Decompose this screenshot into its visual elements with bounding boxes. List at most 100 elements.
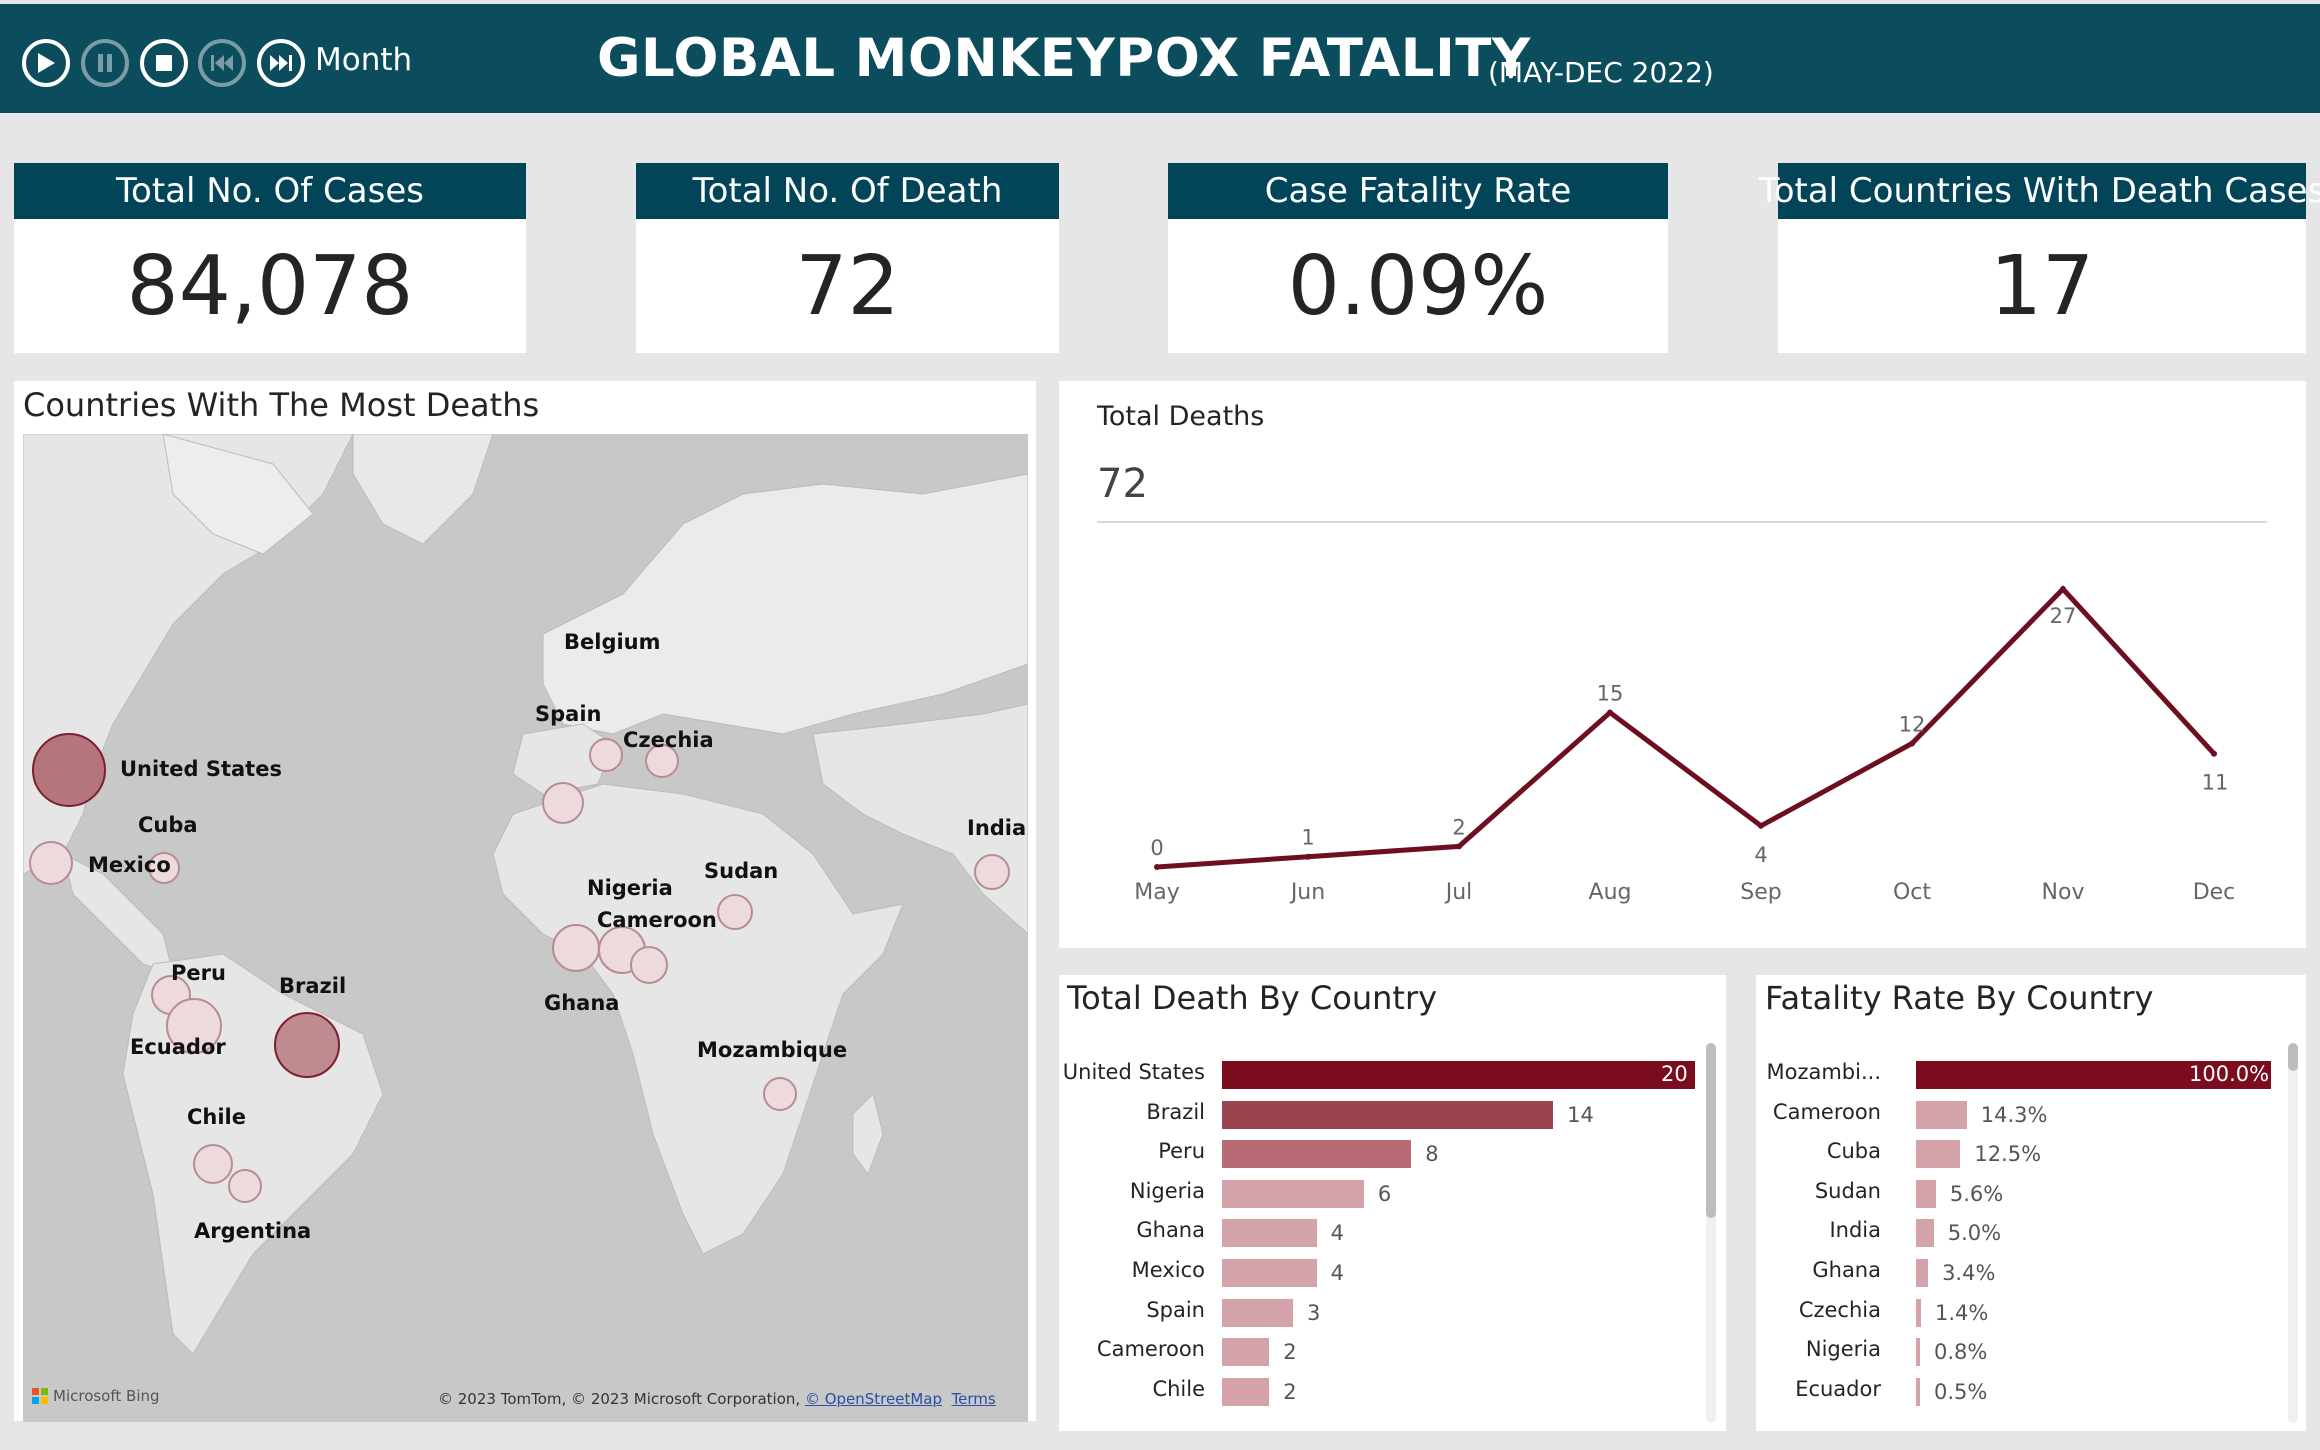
death-by-country-row[interactable]: United States 20 bbox=[1059, 1059, 1726, 1089]
map-bubble-brazil[interactable] bbox=[274, 1012, 340, 1078]
line-chart[interactable]: 0 May 1 Jun 2 Jul 15 Aug 4 Sep 12 Oct 27 Nov 11 Dec bbox=[1059, 381, 2306, 948]
fatality-rate-bar[interactable] bbox=[1916, 1100, 1967, 1129]
map-bubble-czechia[interactable] bbox=[645, 744, 679, 778]
fatality-rate-bar[interactable] bbox=[1916, 1377, 1920, 1406]
skip-forward-icon bbox=[270, 55, 292, 71]
map-label-belgium: Belgium bbox=[564, 630, 661, 654]
death-by-country-row[interactable]: Brazil 14 bbox=[1059, 1099, 1726, 1129]
map-label-cuba: Cuba bbox=[138, 813, 198, 837]
month-field-label: Month bbox=[315, 42, 413, 78]
map-bubble-belgium[interactable] bbox=[589, 738, 623, 772]
fatality-rate-value-label: 12.5% bbox=[1974, 1142, 2042, 1167]
fatality-rate-bar[interactable] bbox=[1916, 1061, 2271, 1089]
line-data-label: 12 bbox=[1899, 712, 1926, 736]
fatality-rate-row[interactable]: Ecuador 0.5% bbox=[1756, 1376, 2306, 1406]
fatality-rate-bar[interactable] bbox=[1916, 1140, 1961, 1169]
death-by-country-value-label: 3 bbox=[1306, 1300, 1321, 1325]
fatality-rate-value-label: 5.6% bbox=[1949, 1181, 2004, 1206]
death-by-country-category-label: Cameroon bbox=[1096, 1337, 1205, 1362]
line-data-label: 4 bbox=[1754, 843, 1767, 867]
death-by-country-bar[interactable] bbox=[1222, 1219, 1317, 1248]
map-bubble-sudan[interactable] bbox=[717, 894, 753, 930]
fatality-rate-row[interactable]: Czechia 1.4% bbox=[1756, 1297, 2306, 1327]
pause-button[interactable] bbox=[81, 39, 129, 87]
fatality-rate-bar[interactable] bbox=[1916, 1259, 1929, 1287]
death-by-country-row[interactable]: Nigeria 6 bbox=[1059, 1178, 1726, 1208]
map-bubble-cameroon[interactable] bbox=[630, 946, 668, 984]
fatality-rate-row[interactable]: Mozambi... 100.0% bbox=[1756, 1059, 2306, 1089]
line-series-total-deaths[interactable] bbox=[1156, 585, 2216, 870]
death-by-country-row[interactable]: Mexico 4 bbox=[1059, 1257, 1726, 1287]
map-bubble-india[interactable] bbox=[974, 854, 1010, 890]
fatality-rate-category-label: Czechia bbox=[1798, 1297, 1881, 1322]
line-point-nov[interactable] bbox=[2060, 586, 2066, 592]
death-by-country-row[interactable]: Peru 8 bbox=[1059, 1138, 1726, 1169]
kpi-value: 72 bbox=[795, 238, 900, 334]
map-bubble-chile[interactable] bbox=[193, 1144, 233, 1184]
kpi-card-case-fatality-rate: Case Fatality Rate 0.09% bbox=[1168, 163, 1668, 353]
play-button[interactable] bbox=[22, 39, 70, 87]
death-by-country-bar[interactable] bbox=[1222, 1179, 1364, 1208]
line-point-oct[interactable] bbox=[1909, 740, 1915, 747]
line-point-dec[interactable] bbox=[2211, 750, 2217, 757]
death-by-country-bar[interactable] bbox=[1222, 1259, 1317, 1287]
rate-chart-scrollbar[interactable] bbox=[2288, 1043, 2298, 1423]
map-bubble-ecuador[interactable] bbox=[166, 998, 222, 1054]
death-by-country-value-label: 4 bbox=[1330, 1261, 1344, 1285]
openstreetmap-link[interactable]: © OpenStreetMap bbox=[804, 1390, 943, 1408]
rate-chart-scrollbar-thumb[interactable] bbox=[2288, 1043, 2298, 1071]
x-tick-label: Nov bbox=[2042, 880, 2085, 905]
map-bubble-cuba[interactable] bbox=[148, 852, 180, 884]
fatality-rate-bar[interactable] bbox=[1916, 1298, 1921, 1327]
line-point-jun[interactable] bbox=[1305, 853, 1311, 860]
death-by-country-bar[interactable] bbox=[1222, 1377, 1270, 1406]
map-label-united-states: United States bbox=[120, 757, 282, 781]
death-by-country-bar[interactable] bbox=[1222, 1140, 1412, 1169]
fatality-rate-row[interactable]: Nigeria 0.8% bbox=[1756, 1336, 2306, 1367]
map-bubble-ghana[interactable] bbox=[552, 924, 600, 972]
skip-forward-button[interactable] bbox=[257, 39, 305, 87]
fatality-rate-row[interactable]: Sudan 5.6% bbox=[1756, 1178, 2306, 1208]
map-bubble-mozambique[interactable] bbox=[763, 1077, 797, 1111]
header-bar: Month GLOBAL MONKEYPOX FATALITY (MAY-DEC… bbox=[0, 4, 2320, 113]
map-credit-text: © 2023 TomTom, © 2023 Microsoft Corporat… bbox=[438, 1390, 805, 1408]
kpi-value: 0.09% bbox=[1287, 238, 1549, 334]
fatality-rate-row[interactable]: Ghana 3.4% bbox=[1756, 1257, 2306, 1287]
line-point-jul[interactable] bbox=[1456, 843, 1462, 850]
map-bubble-mexico[interactable] bbox=[29, 841, 73, 885]
line-point-aug[interactable] bbox=[1607, 709, 1613, 716]
line-point-sep[interactable] bbox=[1758, 822, 1764, 829]
death-by-country-category-label: Ghana bbox=[1136, 1218, 1205, 1243]
map-bubble-spain[interactable] bbox=[542, 782, 584, 824]
fatality-rate-row[interactable]: Cuba 12.5% bbox=[1756, 1138, 2306, 1169]
skip-back-button[interactable] bbox=[198, 39, 246, 87]
death-by-country-bar[interactable] bbox=[1222, 1100, 1554, 1129]
death-by-country-bar[interactable] bbox=[1222, 1338, 1270, 1367]
fatality-rate-bar[interactable] bbox=[1916, 1179, 1936, 1208]
fatality-rate-bar[interactable] bbox=[1916, 1338, 1920, 1367]
stop-button[interactable] bbox=[140, 39, 188, 87]
map-bubble-united-states[interactable] bbox=[32, 733, 106, 807]
death-by-country-row[interactable]: Chile 2 bbox=[1059, 1376, 1726, 1406]
kpi-label: Case Fatality Rate bbox=[1168, 163, 1668, 219]
line-point-may[interactable] bbox=[1154, 864, 1160, 870]
death-by-country-value-label: 4 bbox=[1330, 1221, 1344, 1246]
death-chart-scrollbar[interactable] bbox=[1706, 1043, 1716, 1423]
death-by-country-row[interactable]: Cameroon 2 bbox=[1059, 1336, 1726, 1367]
fatality-rate-row[interactable]: Cameroon 14.3% bbox=[1756, 1099, 2306, 1129]
death-by-country-bar[interactable] bbox=[1222, 1298, 1293, 1327]
death-chart-scrollbar-thumb[interactable] bbox=[1706, 1043, 1716, 1218]
map-title: Countries With The Most Deaths bbox=[23, 386, 540, 424]
death-by-country-row[interactable]: Spain 3 bbox=[1059, 1297, 1726, 1327]
fatality-rate-bar[interactable] bbox=[1916, 1219, 1934, 1248]
death-by-country-bar[interactable] bbox=[1222, 1061, 1695, 1089]
stop-icon bbox=[156, 55, 172, 71]
fatality-rate-row[interactable]: India 5.0% bbox=[1756, 1217, 2306, 1248]
terms-link[interactable]: Terms bbox=[951, 1390, 996, 1408]
fatality-rate-value-label: 5.0% bbox=[1947, 1221, 2002, 1246]
map-label-argentina: Argentina bbox=[194, 1219, 312, 1243]
map-credit: © 2023 TomTom, © 2023 Microsoft Corporat… bbox=[438, 1390, 996, 1408]
bubble-map[interactable]: Belgium Spain Czechia United States Cuba… bbox=[23, 434, 1028, 1422]
map-bubble-argentina[interactable] bbox=[228, 1169, 262, 1203]
death-by-country-row[interactable]: Ghana 4 bbox=[1059, 1217, 1726, 1248]
